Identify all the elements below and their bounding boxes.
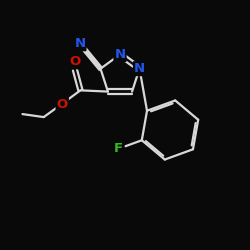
Text: O: O: [56, 98, 68, 110]
Text: N: N: [114, 48, 126, 61]
Text: N: N: [74, 37, 86, 50]
Text: O: O: [69, 55, 80, 68]
Text: N: N: [134, 62, 145, 75]
Text: F: F: [114, 142, 123, 155]
